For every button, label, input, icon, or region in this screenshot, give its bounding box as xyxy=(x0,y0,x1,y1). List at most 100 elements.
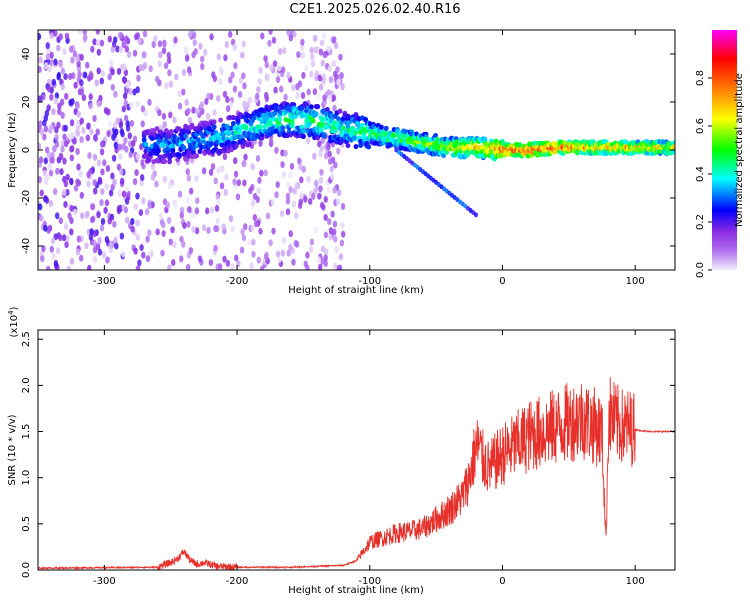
spectrogram-cell xyxy=(268,239,273,247)
spectrogram-cell xyxy=(87,152,92,160)
spectrogram-cell xyxy=(201,224,207,232)
spectrogram-cell xyxy=(72,50,78,58)
spectrogram-cell xyxy=(209,206,215,214)
spectrogram-cell xyxy=(75,55,80,63)
spectrogram-cell xyxy=(286,249,291,257)
spectrogram-cell xyxy=(86,180,91,188)
spectrogram-cell xyxy=(272,110,278,116)
spectrogram-cell xyxy=(241,72,246,80)
snr-y-label: SNR (10 * v/v) xyxy=(7,414,18,485)
spectrogram-cell xyxy=(105,256,110,264)
spectrogram-cell xyxy=(68,99,73,107)
spectrogram-cell xyxy=(242,100,247,108)
spectrogram-cell xyxy=(58,153,64,161)
spectrogram-cell xyxy=(301,71,306,79)
spectrogram-cell xyxy=(162,121,167,129)
spectrogram-cell xyxy=(161,230,166,238)
spectrogram-cell xyxy=(321,79,326,87)
spectrogram-cell xyxy=(63,222,69,230)
spectrogram-cell xyxy=(110,83,115,91)
y-tick-label: 1.5 xyxy=(21,424,32,440)
spectrogram-cell xyxy=(92,187,98,195)
spectrogram-cell xyxy=(174,73,179,81)
spectrogram-cell xyxy=(221,223,226,231)
spectrogram-cell xyxy=(57,108,62,116)
spectrogram-cell xyxy=(147,202,152,210)
spectrogram-cell xyxy=(256,187,261,195)
spectrogram-cell xyxy=(223,188,228,196)
spectrogram-cell xyxy=(213,225,218,233)
spectrogram-cell xyxy=(323,248,329,256)
spectrogram-cell xyxy=(233,170,239,178)
spectrogram-cell xyxy=(216,166,221,174)
spectrogram-cell xyxy=(326,186,332,194)
spectrogram-cell xyxy=(45,53,51,61)
spectrogram-cell xyxy=(285,197,291,205)
spectrogram-cell xyxy=(58,60,63,68)
spectrogram-cell xyxy=(246,141,252,148)
spectrogram-cell xyxy=(92,153,98,161)
spectrogram-cell xyxy=(294,240,300,248)
spectrogram-cell xyxy=(79,88,84,96)
spectrogram-cell xyxy=(136,74,141,82)
spectrogram-cell xyxy=(488,149,494,155)
spectrogram-cell xyxy=(92,114,97,122)
spectrogram-cell xyxy=(79,191,85,199)
spectrogram-cell xyxy=(275,250,281,258)
spectrogram-cell xyxy=(104,183,109,191)
spectrogram-cell xyxy=(77,70,82,78)
spectrogram-cell xyxy=(125,120,130,128)
spectrogram-cell xyxy=(285,192,291,200)
spectrogram-cell xyxy=(42,133,47,141)
spectrogram-cell xyxy=(99,198,104,206)
spectrogram-cell xyxy=(55,167,60,175)
spectrogram-cell xyxy=(70,56,75,64)
spectrogram-cell xyxy=(340,203,346,211)
spectrogram-cell xyxy=(303,260,308,268)
spectrogram-cell xyxy=(56,44,61,52)
spectrogram-cell xyxy=(123,206,129,214)
spectrogram-cell xyxy=(218,78,223,86)
spectrogram-cell xyxy=(113,90,118,98)
spectrogram-cell xyxy=(124,145,129,153)
spectrogram-cell xyxy=(140,120,145,128)
spectrogram-cell xyxy=(216,94,221,102)
spectrogram-cell xyxy=(237,90,243,98)
spectrogram-cell xyxy=(288,186,293,194)
spectrogram-cell xyxy=(138,209,144,217)
spectrogram-cell xyxy=(39,214,44,222)
spectrogram-cell xyxy=(53,97,59,105)
spectrogram-cell xyxy=(42,169,47,177)
spectrogram-cell xyxy=(88,93,93,101)
spectrogram-cell xyxy=(276,64,282,72)
spectrogram-cell xyxy=(85,134,91,142)
spectrogram-cell xyxy=(139,174,145,182)
spectrogram-cell xyxy=(323,254,328,262)
spectrogram-cell xyxy=(319,168,324,176)
spectrogram-cell xyxy=(139,244,144,252)
snr-axes: -300 -200 -100 0 100 0.0 0.5 1.0 1.5 2.0 2.5 xyxy=(21,330,675,587)
spectrogram-cell xyxy=(50,151,55,159)
spectrogram-cell xyxy=(38,95,43,103)
spectrogram-cell xyxy=(62,133,67,141)
spectrogram-cell xyxy=(208,259,214,267)
spectrogram-cell xyxy=(303,195,308,203)
spectrogram-cell xyxy=(148,65,153,73)
x-tick-label: 0 xyxy=(499,276,505,287)
spectrogram-cell xyxy=(64,92,69,100)
spectrogram-cell xyxy=(181,88,186,96)
spectrogram-cell xyxy=(228,30,233,38)
spectrogram-cell xyxy=(256,256,261,264)
spectrogram-cell xyxy=(291,258,296,266)
spectrogram-cell xyxy=(314,70,320,78)
spectrogram-cell xyxy=(189,30,195,35)
spectrogram-cell xyxy=(300,44,305,52)
spectrogram-cell xyxy=(298,163,303,171)
colorbar-tick-label: 0.6 xyxy=(695,118,706,134)
spectrogram-cell xyxy=(76,60,81,68)
spectrogram-cell xyxy=(211,71,216,79)
spectrogram-cell xyxy=(243,223,248,231)
spectrogram-cell xyxy=(394,128,400,134)
spectrogram-cell xyxy=(204,98,209,106)
spectrogram-cell xyxy=(79,79,84,87)
